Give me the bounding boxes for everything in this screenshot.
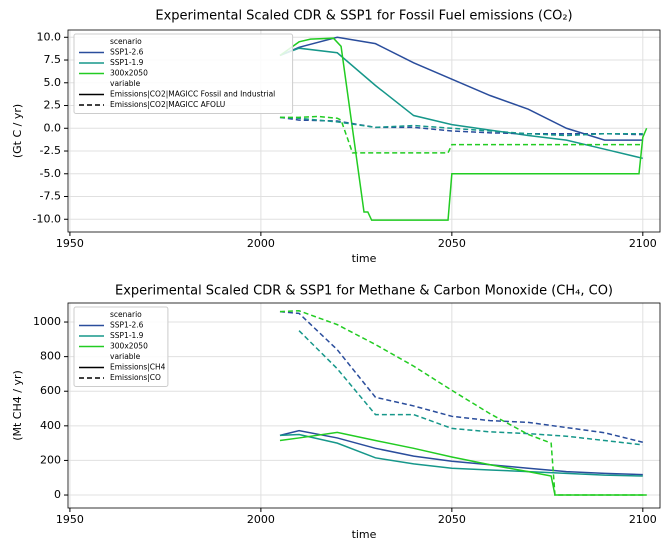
y-tick-label: 7.5 <box>44 53 62 66</box>
y-tick-label: 0.0 <box>44 121 62 134</box>
legend-label: Emissions|CO2|MAGICC AFOLU <box>110 100 225 109</box>
legend-label: Emissions|CH4 <box>110 363 166 372</box>
x-tick-label: 2050 <box>438 513 466 526</box>
x-axis-label: time <box>352 528 377 541</box>
legend-box <box>73 33 294 114</box>
legend-label: 300x2050 <box>110 69 148 78</box>
series-line <box>279 431 647 496</box>
y-tick-label: -7.5 <box>40 190 61 203</box>
plot-frame <box>67 29 661 233</box>
y-tick-label: -10.0 <box>33 212 61 225</box>
series-line <box>279 47 643 160</box>
x-tick-label: 1950 <box>56 237 84 250</box>
y-tick-label: 2.5 <box>44 99 62 112</box>
legend-label: Emissions|CO <box>110 373 161 382</box>
series-line <box>279 433 643 477</box>
y-tick-label: -2.5 <box>40 144 61 157</box>
chart-title: Experimental Scaled CDR & SSP1 for Metha… <box>115 284 613 299</box>
x-tick-label: 2000 <box>247 237 275 250</box>
x-tick-label: 2000 <box>247 513 275 526</box>
y-tick-label: 0 <box>54 488 61 501</box>
x-tick-label: 1950 <box>56 513 84 526</box>
y-tick-label: 1000 <box>33 315 61 328</box>
series-line <box>279 310 643 443</box>
chart-title: Experimental Scaled CDR & SSP1 for Fossi… <box>155 9 572 24</box>
series-line <box>279 115 643 154</box>
legend-box <box>73 306 169 387</box>
legend-label: 300x2050 <box>110 342 148 351</box>
legend-title: variable <box>110 79 141 88</box>
y-tick-label: 10.0 <box>37 30 62 43</box>
series-line <box>279 310 647 496</box>
series-line <box>279 429 643 476</box>
series-line <box>279 37 648 221</box>
y-axis-label: (Mt CH4 / yr) <box>11 370 24 441</box>
legend-label: SSP1-1.9 <box>110 331 144 340</box>
y-axis-label: (Gt C / yr) <box>11 104 24 158</box>
y-tick-label: 600 <box>40 384 61 397</box>
y-tick-label: 200 <box>40 453 61 466</box>
legend-title: variable <box>110 352 141 361</box>
x-tick-label: 2050 <box>438 237 466 250</box>
series-line <box>279 36 643 141</box>
y-tick-label: -5.0 <box>40 167 61 180</box>
legend-title: scenario <box>110 310 142 319</box>
series-line <box>298 330 643 446</box>
y-tick-label: 5.0 <box>44 76 62 89</box>
legend-label: SSP1-2.6 <box>110 321 144 330</box>
plot-frame <box>67 302 661 509</box>
y-tick-label: 400 <box>40 419 61 432</box>
legend-label: SSP1-1.9 <box>110 58 144 67</box>
x-tick-label: 2100 <box>629 237 657 250</box>
x-tick-label: 2100 <box>629 513 657 526</box>
legend-label: SSP1-2.6 <box>110 48 144 57</box>
y-tick-label: 800 <box>40 350 61 363</box>
legend-title: scenario <box>110 37 142 46</box>
series-line <box>279 116 643 137</box>
x-axis-label: time <box>352 252 377 265</box>
legend-label: Emissions|CO2|MAGICC Fossil and Industri… <box>110 90 275 99</box>
